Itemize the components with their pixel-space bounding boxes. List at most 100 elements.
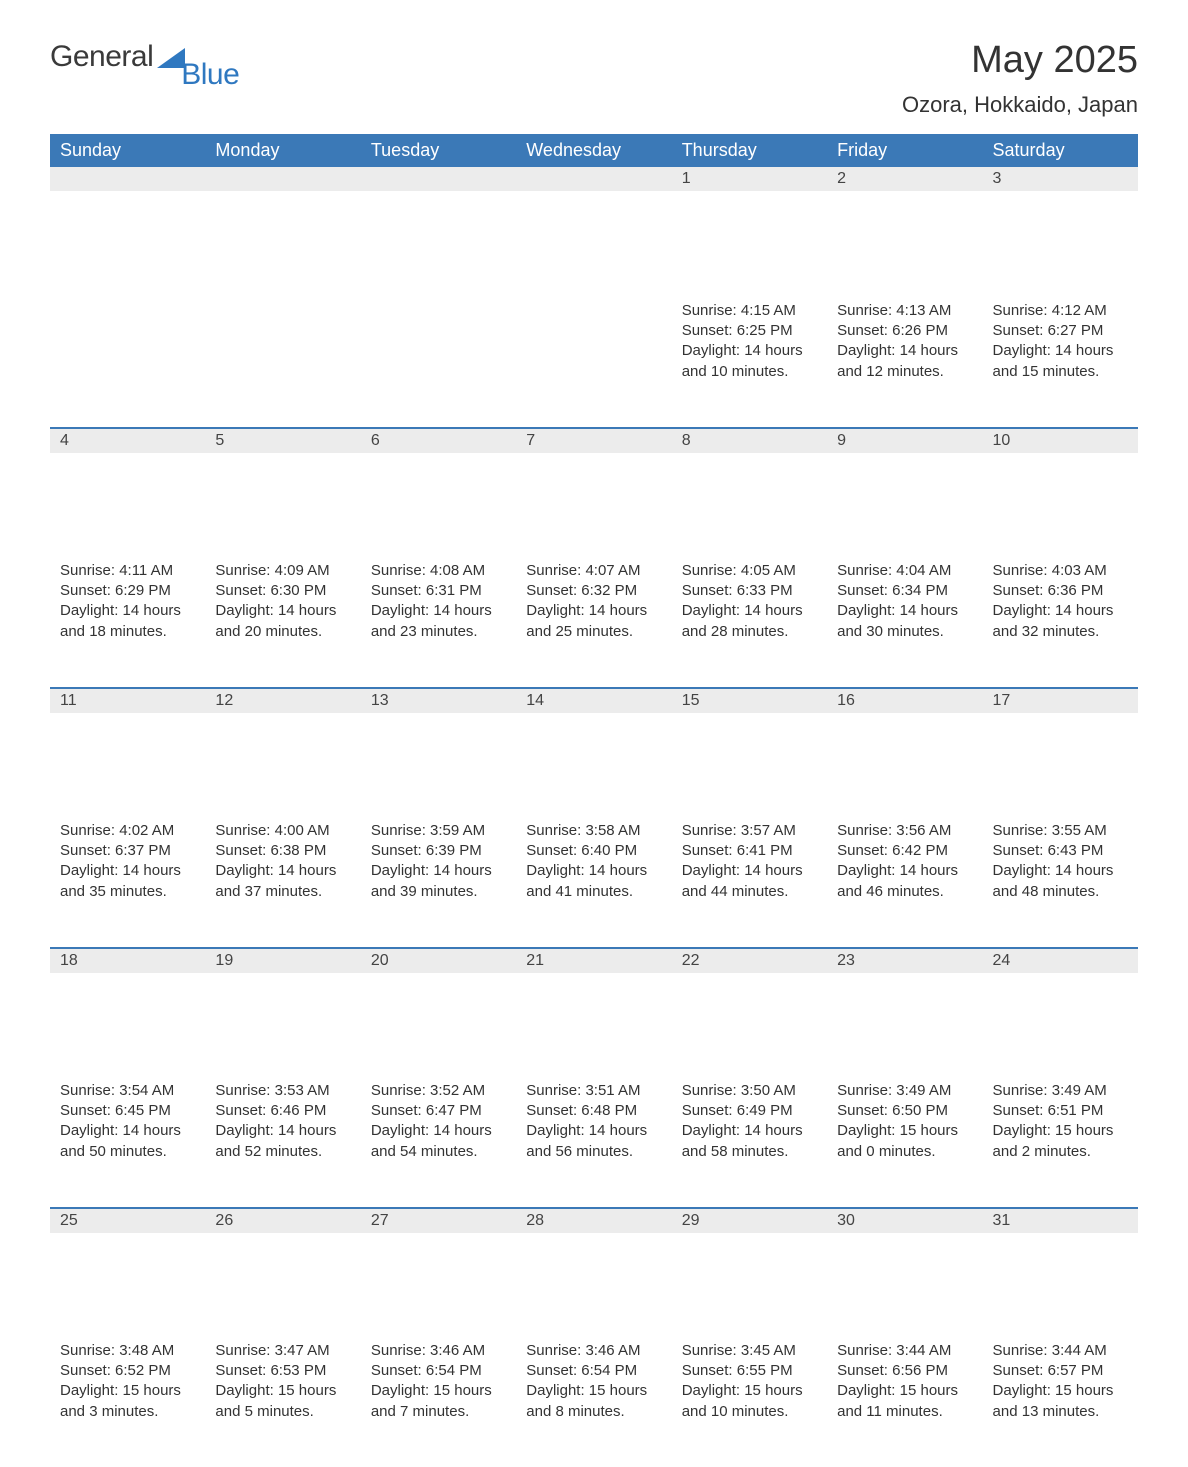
- sunrise-line: Sunrise: 3:45 AM: [682, 1341, 817, 1361]
- sunset-line: Sunset: 6:54 PM: [526, 1361, 661, 1381]
- daylight-line: Daylight: 14 hours and 23 minutes.: [371, 601, 506, 642]
- day-cell: Sunrise: 3:54 AMSunset: 6:45 PMDaylight:…: [50, 1077, 205, 1178]
- day-cell: Sunrise: 4:12 AMSunset: 6:27 PMDaylight:…: [983, 297, 1138, 398]
- day-number: 30: [827, 1207, 982, 1233]
- daylight-line: Daylight: 14 hours and 48 minutes.: [993, 861, 1128, 902]
- daylight-line: Daylight: 14 hours and 28 minutes.: [682, 601, 817, 642]
- sunrise-line: Sunrise: 4:15 AM: [682, 301, 817, 321]
- page-title: May 2025: [902, 40, 1138, 82]
- sunset-line: Sunset: 6:38 PM: [215, 841, 350, 861]
- day-cell: Sunrise: 3:53 AMSunset: 6:46 PMDaylight:…: [205, 1077, 360, 1178]
- logo-word-blue: Blue: [181, 58, 239, 92]
- day-cell: Sunrise: 3:49 AMSunset: 6:51 PMDaylight:…: [983, 1077, 1138, 1178]
- location-text: Ozora, Hokkaido, Japan: [902, 92, 1138, 118]
- daybody-row: Sunrise: 3:48 AMSunset: 6:52 PMDaylight:…: [50, 1337, 1138, 1467]
- sunrise-line: Sunrise: 3:54 AM: [60, 1081, 195, 1101]
- page: General Blue May 2025 Ozora, Hokkaido, J…: [0, 0, 1188, 918]
- day-cell: Sunrise: 4:05 AMSunset: 6:33 PMDaylight:…: [672, 557, 827, 658]
- sunset-line: Sunset: 6:46 PM: [215, 1101, 350, 1121]
- day-number: 23: [827, 947, 982, 973]
- day-cell: Sunrise: 3:49 AMSunset: 6:50 PMDaylight:…: [827, 1077, 982, 1178]
- day-number: 22: [672, 947, 827, 973]
- day-cell: Sunrise: 4:00 AMSunset: 6:38 PMDaylight:…: [205, 817, 360, 918]
- day-number-empty: [361, 167, 516, 191]
- sunrise-line: Sunrise: 3:49 AM: [837, 1081, 972, 1101]
- day-number-empty: [205, 167, 360, 191]
- sunrise-line: Sunrise: 3:44 AM: [993, 1341, 1128, 1361]
- daylight-line: Daylight: 15 hours and 7 minutes.: [371, 1381, 506, 1422]
- daynum-row: 123: [50, 167, 1138, 297]
- sunset-line: Sunset: 6:31 PM: [371, 581, 506, 601]
- day-number-empty: [50, 167, 205, 191]
- day-number: 4: [50, 427, 205, 453]
- day-number: 15: [672, 687, 827, 713]
- day-number: 20: [361, 947, 516, 973]
- calendar-head: SundayMondayTuesdayWednesdayThursdayFrid…: [50, 134, 1138, 167]
- day-number: 6: [361, 427, 516, 453]
- sunrise-line: Sunrise: 3:53 AM: [215, 1081, 350, 1101]
- sunset-line: Sunset: 6:47 PM: [371, 1101, 506, 1121]
- sunrise-line: Sunrise: 3:57 AM: [682, 821, 817, 841]
- sunset-line: Sunset: 6:34 PM: [837, 581, 972, 601]
- sunrise-line: Sunrise: 4:09 AM: [215, 561, 350, 581]
- calendar-table: SundayMondayTuesdayWednesdayThursdayFrid…: [50, 134, 1138, 1467]
- sunset-line: Sunset: 6:43 PM: [993, 841, 1128, 861]
- day-cell: Sunrise: 4:04 AMSunset: 6:34 PMDaylight:…: [827, 557, 982, 658]
- day-cell: Sunrise: 3:52 AMSunset: 6:47 PMDaylight:…: [361, 1077, 516, 1178]
- daylight-line: Daylight: 14 hours and 52 minutes.: [215, 1121, 350, 1162]
- day-number: 26: [205, 1207, 360, 1233]
- sunrise-line: Sunrise: 4:00 AM: [215, 821, 350, 841]
- daylight-line: Daylight: 14 hours and 32 minutes.: [993, 601, 1128, 642]
- day-number: 11: [50, 687, 205, 713]
- daynum-row: 11121314151617: [50, 687, 1138, 817]
- sunrise-line: Sunrise: 3:56 AM: [837, 821, 972, 841]
- sunrise-line: Sunrise: 4:05 AM: [682, 561, 817, 581]
- day-number: 1: [672, 167, 827, 191]
- day-number: 14: [516, 687, 671, 713]
- weekday-row: SundayMondayTuesdayWednesdayThursdayFrid…: [50, 134, 1138, 167]
- daybody-row: Sunrise: 4:02 AMSunset: 6:37 PMDaylight:…: [50, 817, 1138, 947]
- weekday-header: Tuesday: [361, 134, 516, 167]
- sunrise-line: Sunrise: 4:04 AM: [837, 561, 972, 581]
- daylight-line: Daylight: 14 hours and 39 minutes.: [371, 861, 506, 902]
- sunset-line: Sunset: 6:57 PM: [993, 1361, 1128, 1381]
- day-cell: Sunrise: 3:58 AMSunset: 6:40 PMDaylight:…: [516, 817, 671, 918]
- sunset-line: Sunset: 6:29 PM: [60, 581, 195, 601]
- daylight-line: Daylight: 15 hours and 13 minutes.: [993, 1381, 1128, 1422]
- sunrise-line: Sunrise: 3:51 AM: [526, 1081, 661, 1101]
- day-number: 9: [827, 427, 982, 453]
- topbar: General Blue May 2025 Ozora, Hokkaido, J…: [50, 40, 1138, 118]
- day-cell: Sunrise: 3:46 AMSunset: 6:54 PMDaylight:…: [516, 1337, 671, 1438]
- sunset-line: Sunset: 6:33 PM: [682, 581, 817, 601]
- day-cell: Sunrise: 3:55 AMSunset: 6:43 PMDaylight:…: [983, 817, 1138, 918]
- day-number: 2: [827, 167, 982, 191]
- day-cell: Sunrise: 4:11 AMSunset: 6:29 PMDaylight:…: [50, 557, 205, 658]
- sunset-line: Sunset: 6:30 PM: [215, 581, 350, 601]
- logo: General Blue: [50, 40, 239, 92]
- day-cell: Sunrise: 3:50 AMSunset: 6:49 PMDaylight:…: [672, 1077, 827, 1178]
- sunset-line: Sunset: 6:37 PM: [60, 841, 195, 861]
- sunset-line: Sunset: 6:53 PM: [215, 1361, 350, 1381]
- day-cell: Sunrise: 3:47 AMSunset: 6:53 PMDaylight:…: [205, 1337, 360, 1438]
- weekday-header: Saturday: [983, 134, 1138, 167]
- day-number: 3: [983, 167, 1138, 191]
- daylight-line: Daylight: 15 hours and 10 minutes.: [682, 1381, 817, 1422]
- sunrise-line: Sunrise: 3:44 AM: [837, 1341, 972, 1361]
- sunset-line: Sunset: 6:36 PM: [993, 581, 1128, 601]
- daybody-row: Sunrise: 3:54 AMSunset: 6:45 PMDaylight:…: [50, 1077, 1138, 1207]
- day-cell: Sunrise: 3:48 AMSunset: 6:52 PMDaylight:…: [50, 1337, 205, 1438]
- sunrise-line: Sunrise: 3:46 AM: [526, 1341, 661, 1361]
- sunset-line: Sunset: 6:52 PM: [60, 1361, 195, 1381]
- logo-word-general: General: [50, 40, 153, 74]
- day-cell: Sunrise: 3:44 AMSunset: 6:56 PMDaylight:…: [827, 1337, 982, 1438]
- sunrise-line: Sunrise: 4:12 AM: [993, 301, 1128, 321]
- day-cell: Sunrise: 4:13 AMSunset: 6:26 PMDaylight:…: [827, 297, 982, 398]
- sunset-line: Sunset: 6:48 PM: [526, 1101, 661, 1121]
- daylight-line: Daylight: 15 hours and 0 minutes.: [837, 1121, 972, 1162]
- daynum-row: 25262728293031: [50, 1207, 1138, 1337]
- daylight-line: Daylight: 14 hours and 50 minutes.: [60, 1121, 195, 1162]
- daynum-row: 45678910: [50, 427, 1138, 557]
- day-number: 12: [205, 687, 360, 713]
- sunrise-line: Sunrise: 4:13 AM: [837, 301, 972, 321]
- daylight-line: Daylight: 14 hours and 10 minutes.: [682, 341, 817, 382]
